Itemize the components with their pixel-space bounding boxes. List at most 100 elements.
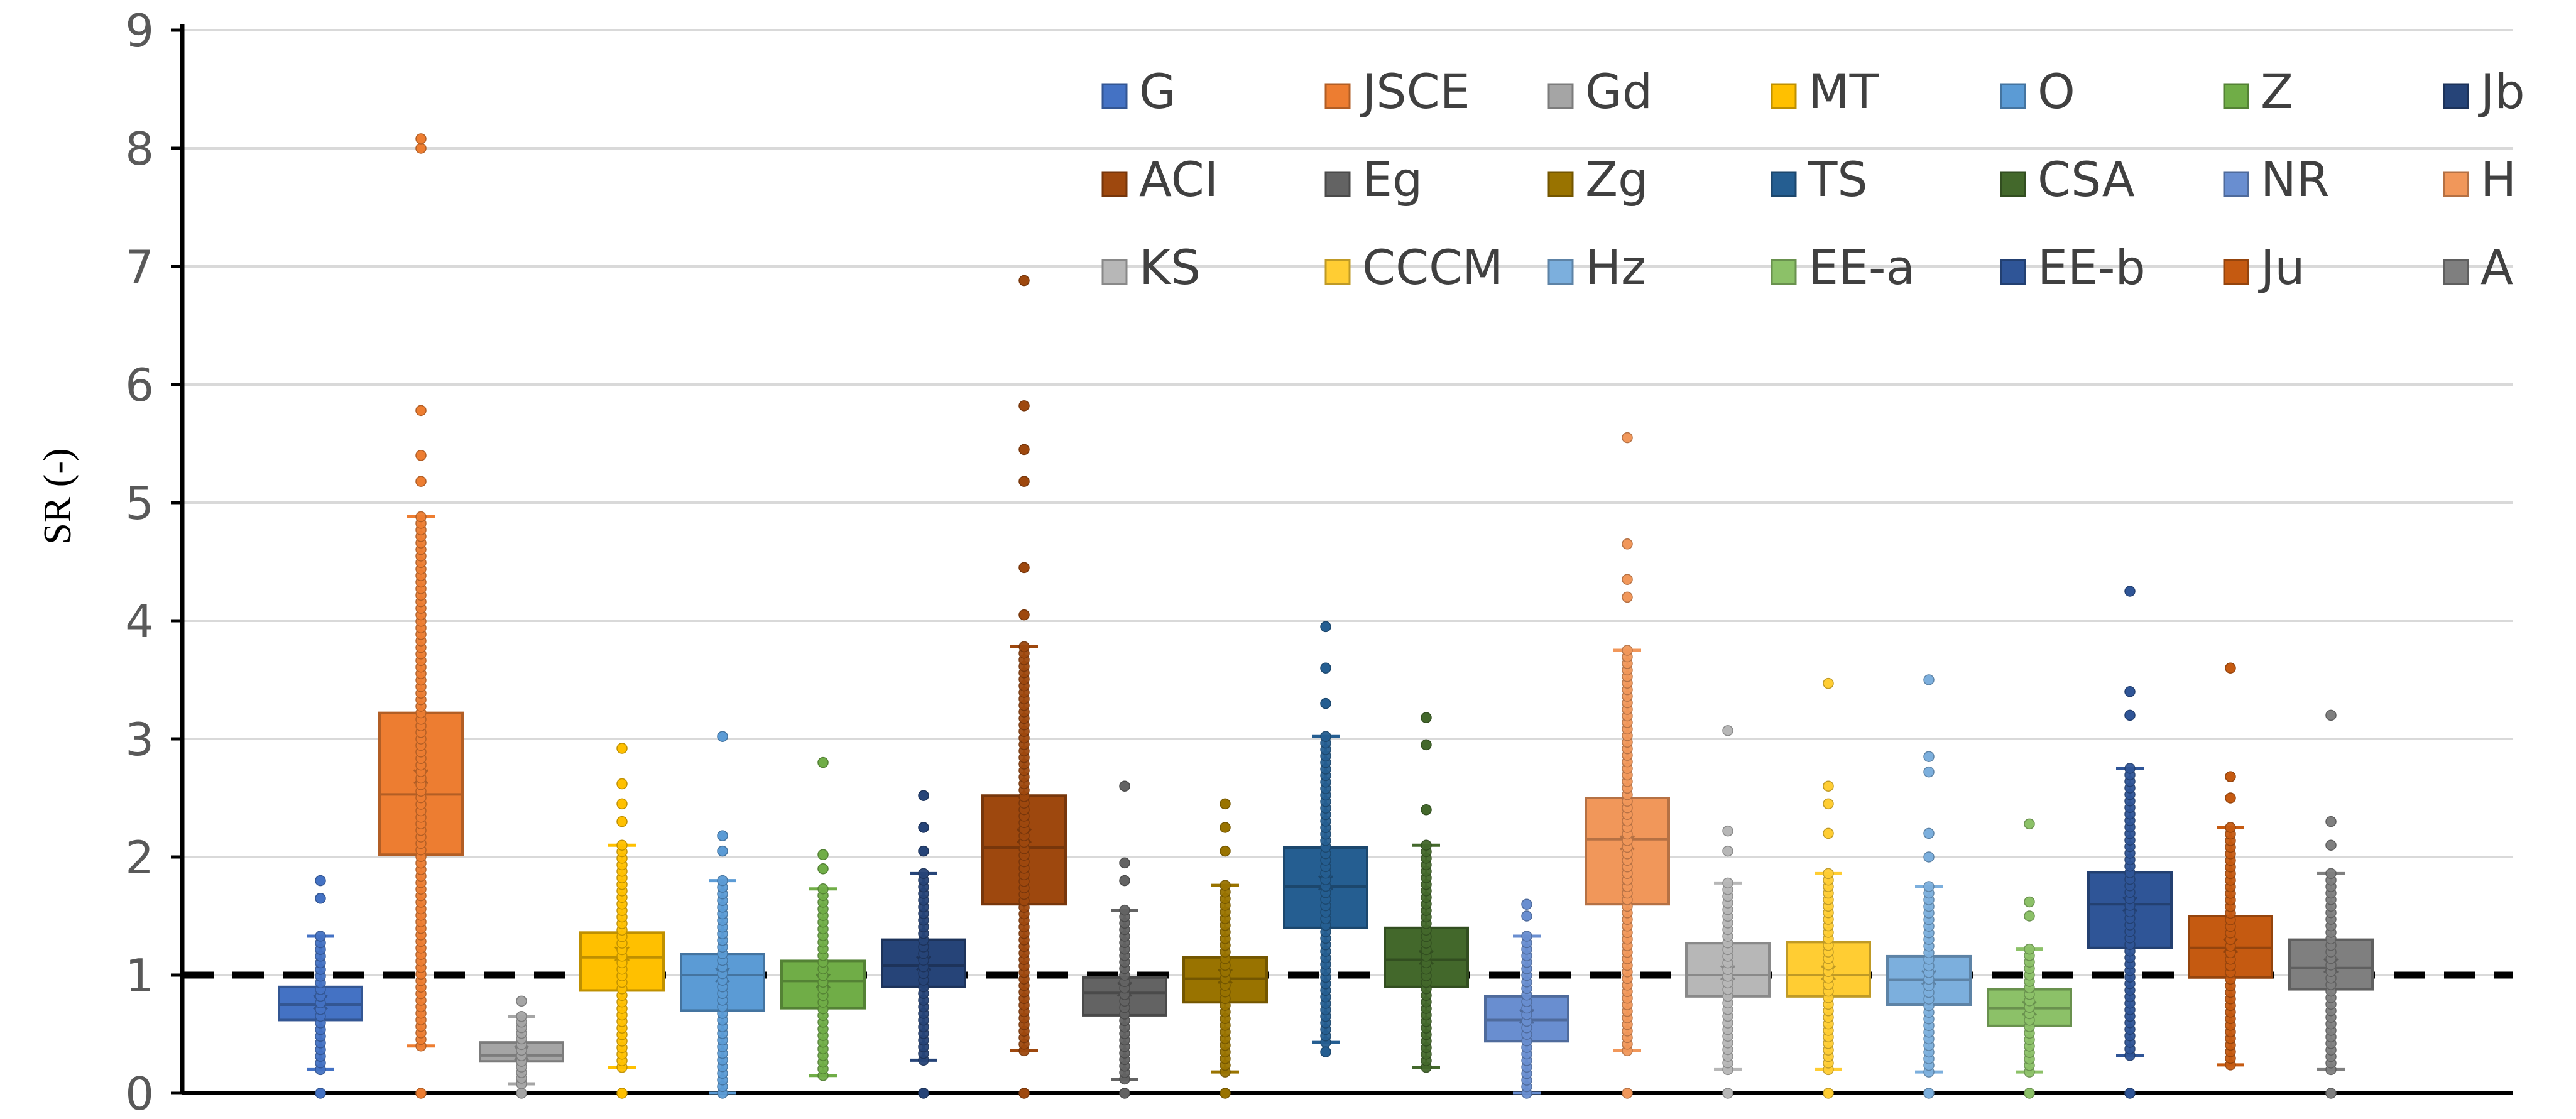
data-point [2225,822,2236,833]
outlier-point [2325,709,2337,721]
legend-swatch [1324,83,1351,109]
box-nr [1484,898,1569,1099]
box-a [2288,709,2374,1099]
legend: G JSCE Gd MT O Z Jb ACI Eg Zg TS CSA NR H KS CCCM Hz EE-a… [1101,63,2525,295]
outlier-point [1722,1088,1733,1099]
outlier-point [1923,766,1935,778]
outlier-point [817,863,829,875]
box-cccm [1786,677,1871,1099]
data-point [1119,904,1130,916]
legend-swatch [1547,259,1574,285]
legend-swatch [2000,83,2026,109]
outlier-point [616,1088,628,1099]
legend-swatch [1547,83,1574,109]
legend-swatch [1771,171,1797,197]
y-tick-label: 5 [125,477,154,530]
outlier-point [415,476,427,487]
outlier-point [1320,662,1331,674]
legend-swatch [1771,259,1797,285]
outlier-point [1923,1088,1935,1099]
outlier-point [1018,476,1030,487]
data-point [1521,931,1532,942]
outlier-point [1823,827,1834,839]
legend-swatch [1101,259,1128,285]
y-tick-label: 9 [125,4,154,57]
outlier-point [415,143,427,154]
box-aci [981,275,1067,1099]
legend-swatch [1101,171,1128,197]
outlier-point [2124,1088,2136,1099]
outlier-point [1622,538,1633,550]
box-jb [881,790,966,1099]
legend-item-jsce: JSCE [1324,63,1470,119]
legend-label: ACI [1139,151,1218,207]
legend-item-o: O [2000,63,2075,119]
outlier-point [1923,751,1935,762]
outlier-point [516,1088,527,1099]
legend-label: H [2480,151,2516,207]
outlier-point [2024,1088,2035,1099]
boxes [278,133,2374,1099]
box-o [680,731,765,1099]
data-point [1421,839,1432,851]
outlier-point [315,1088,326,1099]
outlier-point [918,790,929,801]
box-ee-a [1987,818,2072,1099]
outlier-point [616,798,628,810]
y-tick-label: 1 [125,949,154,1002]
outlier-point [817,756,829,768]
box-csa [1384,712,1469,1073]
legend-swatch [1324,171,1351,197]
outlier-point [2325,1088,2337,1099]
legend-item-ks: KS [1101,239,1201,295]
legend-label: TS [1808,151,1868,207]
outlier-point [1320,1046,1331,1057]
outlier-point [1622,591,1633,603]
legend-label: KS [1139,239,1201,295]
data-point [717,875,728,887]
outlier-point [415,133,427,145]
outlier-point [1220,1088,1231,1099]
data-point [1220,880,1231,891]
outlier-point [918,1088,929,1099]
outlier-point [1018,1088,1030,1099]
outlier-point [717,731,728,742]
outlier-point [315,875,326,887]
data-point [1722,877,1733,889]
outlier-point [2024,910,2035,922]
data-point [2325,868,2337,880]
legend-item-ts: TS [1771,151,1868,207]
data-point [1823,868,1834,880]
legend-label: Zg [1585,151,1648,207]
legend-swatch [2223,259,2249,285]
data-point [516,1011,527,1022]
box-ee-b [2087,586,2173,1099]
legend-swatch [2443,83,2469,109]
outlier-point [516,995,527,1007]
outlier-point [1923,674,1935,685]
outlier-point [2124,586,2136,597]
data-point [415,511,427,523]
legend-item-cccm: CCCM [1324,239,1504,295]
legend-swatch [2000,171,2026,197]
outlier-point [2225,662,2236,674]
legend-item-ee-a: EE-a [1771,239,1915,295]
legend-item-gd: Gd [1547,63,1652,119]
outlier-point [1622,1088,1633,1099]
legend-label: O [2038,63,2075,119]
outlier-point [1018,275,1030,287]
outlier-point [2325,839,2337,851]
outlier-point [616,778,628,790]
outlier-point [1923,851,1935,863]
outlier-point [1622,574,1633,585]
outlier-point [2024,896,2035,908]
gridlines [182,29,2513,976]
data-point [1622,645,1633,656]
outlier-point [1823,677,1834,689]
y-tick-label: 6 [125,359,154,412]
data-point [315,931,326,942]
outlier-point [918,845,929,857]
outlier-point [616,743,628,754]
box-zg [1182,798,1268,1099]
box-ts [1283,621,1368,1057]
